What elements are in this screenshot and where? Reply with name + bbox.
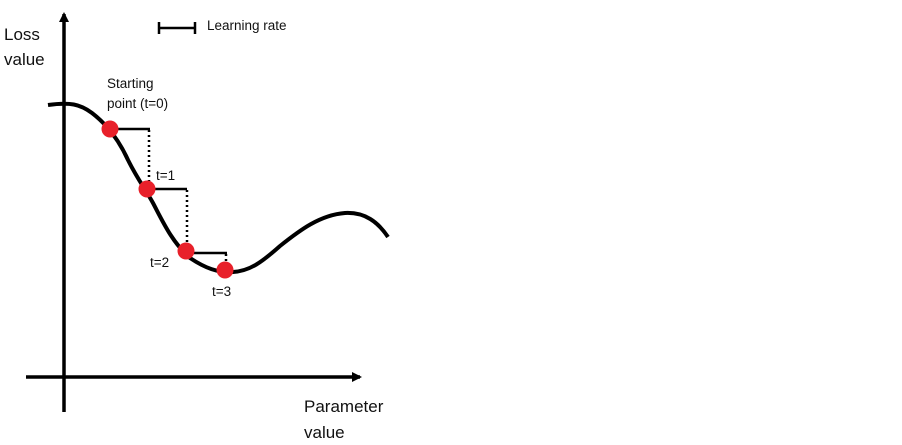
start-label-line1: Starting: [107, 76, 154, 91]
step-label-t2: t=2: [150, 255, 169, 270]
start-label-line2: point (t=0): [107, 96, 168, 111]
step-label-t1: t=1: [156, 168, 175, 183]
loss-curve: [47, 101, 390, 275]
y-axis-label-line1: Loss: [4, 25, 40, 44]
step-label-t3: t=3: [212, 284, 231, 299]
step-guides: [110, 127, 228, 270]
legend-learning-rate: Learning rate: [157, 18, 287, 34]
point-t3: [216, 261, 234, 279]
point-t2: [177, 242, 195, 260]
point-t1: [138, 180, 156, 198]
x-axis-label-line1: Parameter: [304, 397, 384, 416]
point-t0: [101, 120, 119, 138]
x-axis-label-line2: value: [304, 423, 345, 442]
legend-learning-rate-label: Learning rate: [207, 18, 287, 33]
y-axis-label-line2: value: [4, 50, 45, 69]
